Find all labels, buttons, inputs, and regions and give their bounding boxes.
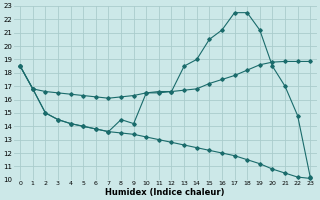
X-axis label: Humidex (Indice chaleur): Humidex (Indice chaleur) [106, 188, 225, 197]
